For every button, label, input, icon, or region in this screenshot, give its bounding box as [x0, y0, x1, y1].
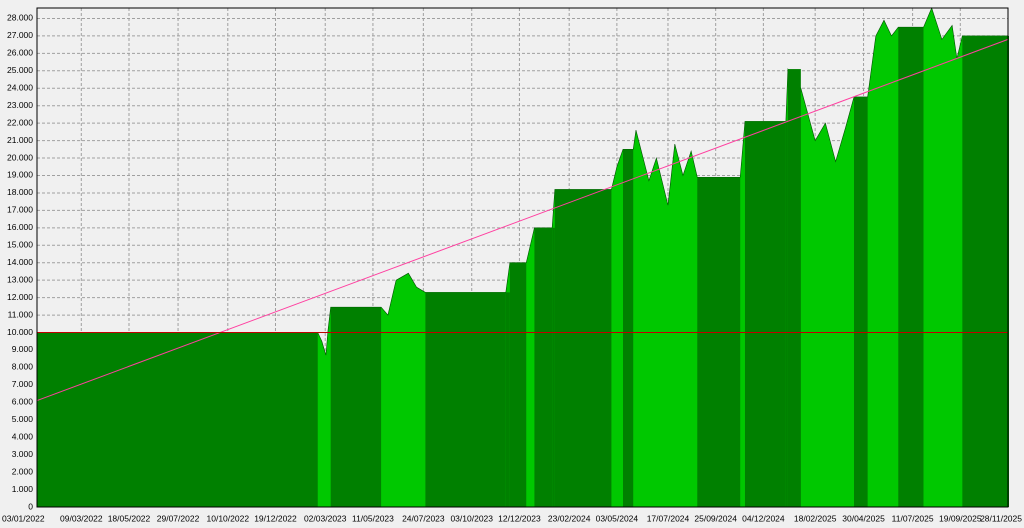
balance-step	[854, 96, 868, 508]
balance-step	[898, 27, 924, 507]
balance-step	[330, 307, 382, 507]
x-tick-label: 23/02/2024	[548, 513, 591, 523]
plot-frame	[36, 7, 1009, 508]
x-tick-label: 25/09/2024	[694, 513, 737, 523]
x-tick-label: 18/05/2022	[108, 513, 151, 523]
y-tick-label: 18.000	[7, 187, 33, 197]
balance-step	[785, 121, 788, 507]
balance-step	[552, 227, 555, 507]
x-tick-label: 19/09/2025	[939, 513, 982, 523]
y-tick-label: 20.000	[7, 152, 33, 162]
x-tick-label: 30/04/2025	[842, 513, 885, 523]
x-tick-label: 04/12/2024	[742, 513, 785, 523]
y-tick-label: 17.000	[7, 205, 33, 215]
y-tick-label: 13.000	[7, 274, 33, 284]
y-tick-label: 8.000	[12, 362, 34, 372]
reference-line	[36, 38, 1009, 402]
x-tick-label: 03/05/2024	[596, 513, 639, 523]
y-tick-label: 4.000	[12, 431, 34, 441]
x-tick-label: 12/12/2023	[498, 513, 541, 523]
x-tick-label: 24/07/2023	[402, 513, 445, 523]
y-tick-label: 7.000	[12, 379, 34, 389]
balance-step	[744, 121, 786, 507]
balance-step	[505, 292, 510, 507]
y-tick-label: 21.000	[7, 135, 33, 145]
balance-step	[697, 177, 741, 507]
x-tick-label: 03/01/2022	[2, 513, 45, 523]
x-tick-label: 28/11/2025	[980, 513, 1022, 523]
y-tick-label: 2.000	[12, 466, 34, 476]
y-tick-label: 22.000	[7, 117, 33, 127]
y-tick-label: 6.000	[12, 397, 34, 407]
balance-step	[623, 149, 634, 507]
y-tick-label: 26.000	[7, 48, 33, 58]
y-tick-label: 27.000	[7, 30, 33, 40]
y-tick-label: 25.000	[7, 65, 33, 75]
y-tick-label: 5.000	[12, 414, 34, 424]
x-tick-label: 11/05/2023	[352, 513, 394, 523]
balance-step	[509, 262, 527, 507]
balance-step	[962, 35, 1008, 508]
x-tick-label: 11/07/2025	[892, 513, 934, 523]
y-tick-label: 3.000	[12, 449, 34, 459]
x-tick-label: 19/12/2022	[254, 513, 297, 523]
x-tick-label: 09/03/2022	[60, 513, 103, 523]
x-tick-label: 29/07/2022	[157, 513, 200, 523]
balance-step	[534, 227, 553, 507]
x-tick-label: 18/02/2025	[794, 513, 837, 523]
x-tick-label: 10/10/2022	[207, 513, 250, 523]
x-tick-label: 02/03/2023	[304, 513, 347, 523]
balance-step	[554, 189, 612, 508]
y-tick-label: 19.000	[7, 170, 33, 180]
balance-step	[37, 332, 318, 507]
y-tick-label: 1.000	[12, 484, 34, 494]
balance-step	[787, 69, 801, 507]
x-tick-label: 17/07/2024	[647, 513, 690, 523]
y-tick-label: 11.000	[8, 309, 34, 319]
y-tick-label: 23.000	[7, 100, 33, 110]
balance-step	[425, 292, 506, 507]
y-tick-label: 9.000	[12, 344, 34, 354]
y-tick-label: 10.000	[7, 327, 33, 337]
y-tick-label: 14.000	[7, 257, 33, 267]
x-tick-label: 03/10/2023	[450, 513, 493, 523]
y-tick-label: 0	[28, 501, 33, 511]
y-tick-label: 12.000	[7, 292, 33, 302]
y-tick-label: 24.000	[7, 83, 33, 93]
y-tick-label: 15.000	[7, 240, 33, 250]
y-tick-label: 16.000	[7, 222, 33, 232]
y-tick-label: 28.000	[7, 13, 33, 23]
